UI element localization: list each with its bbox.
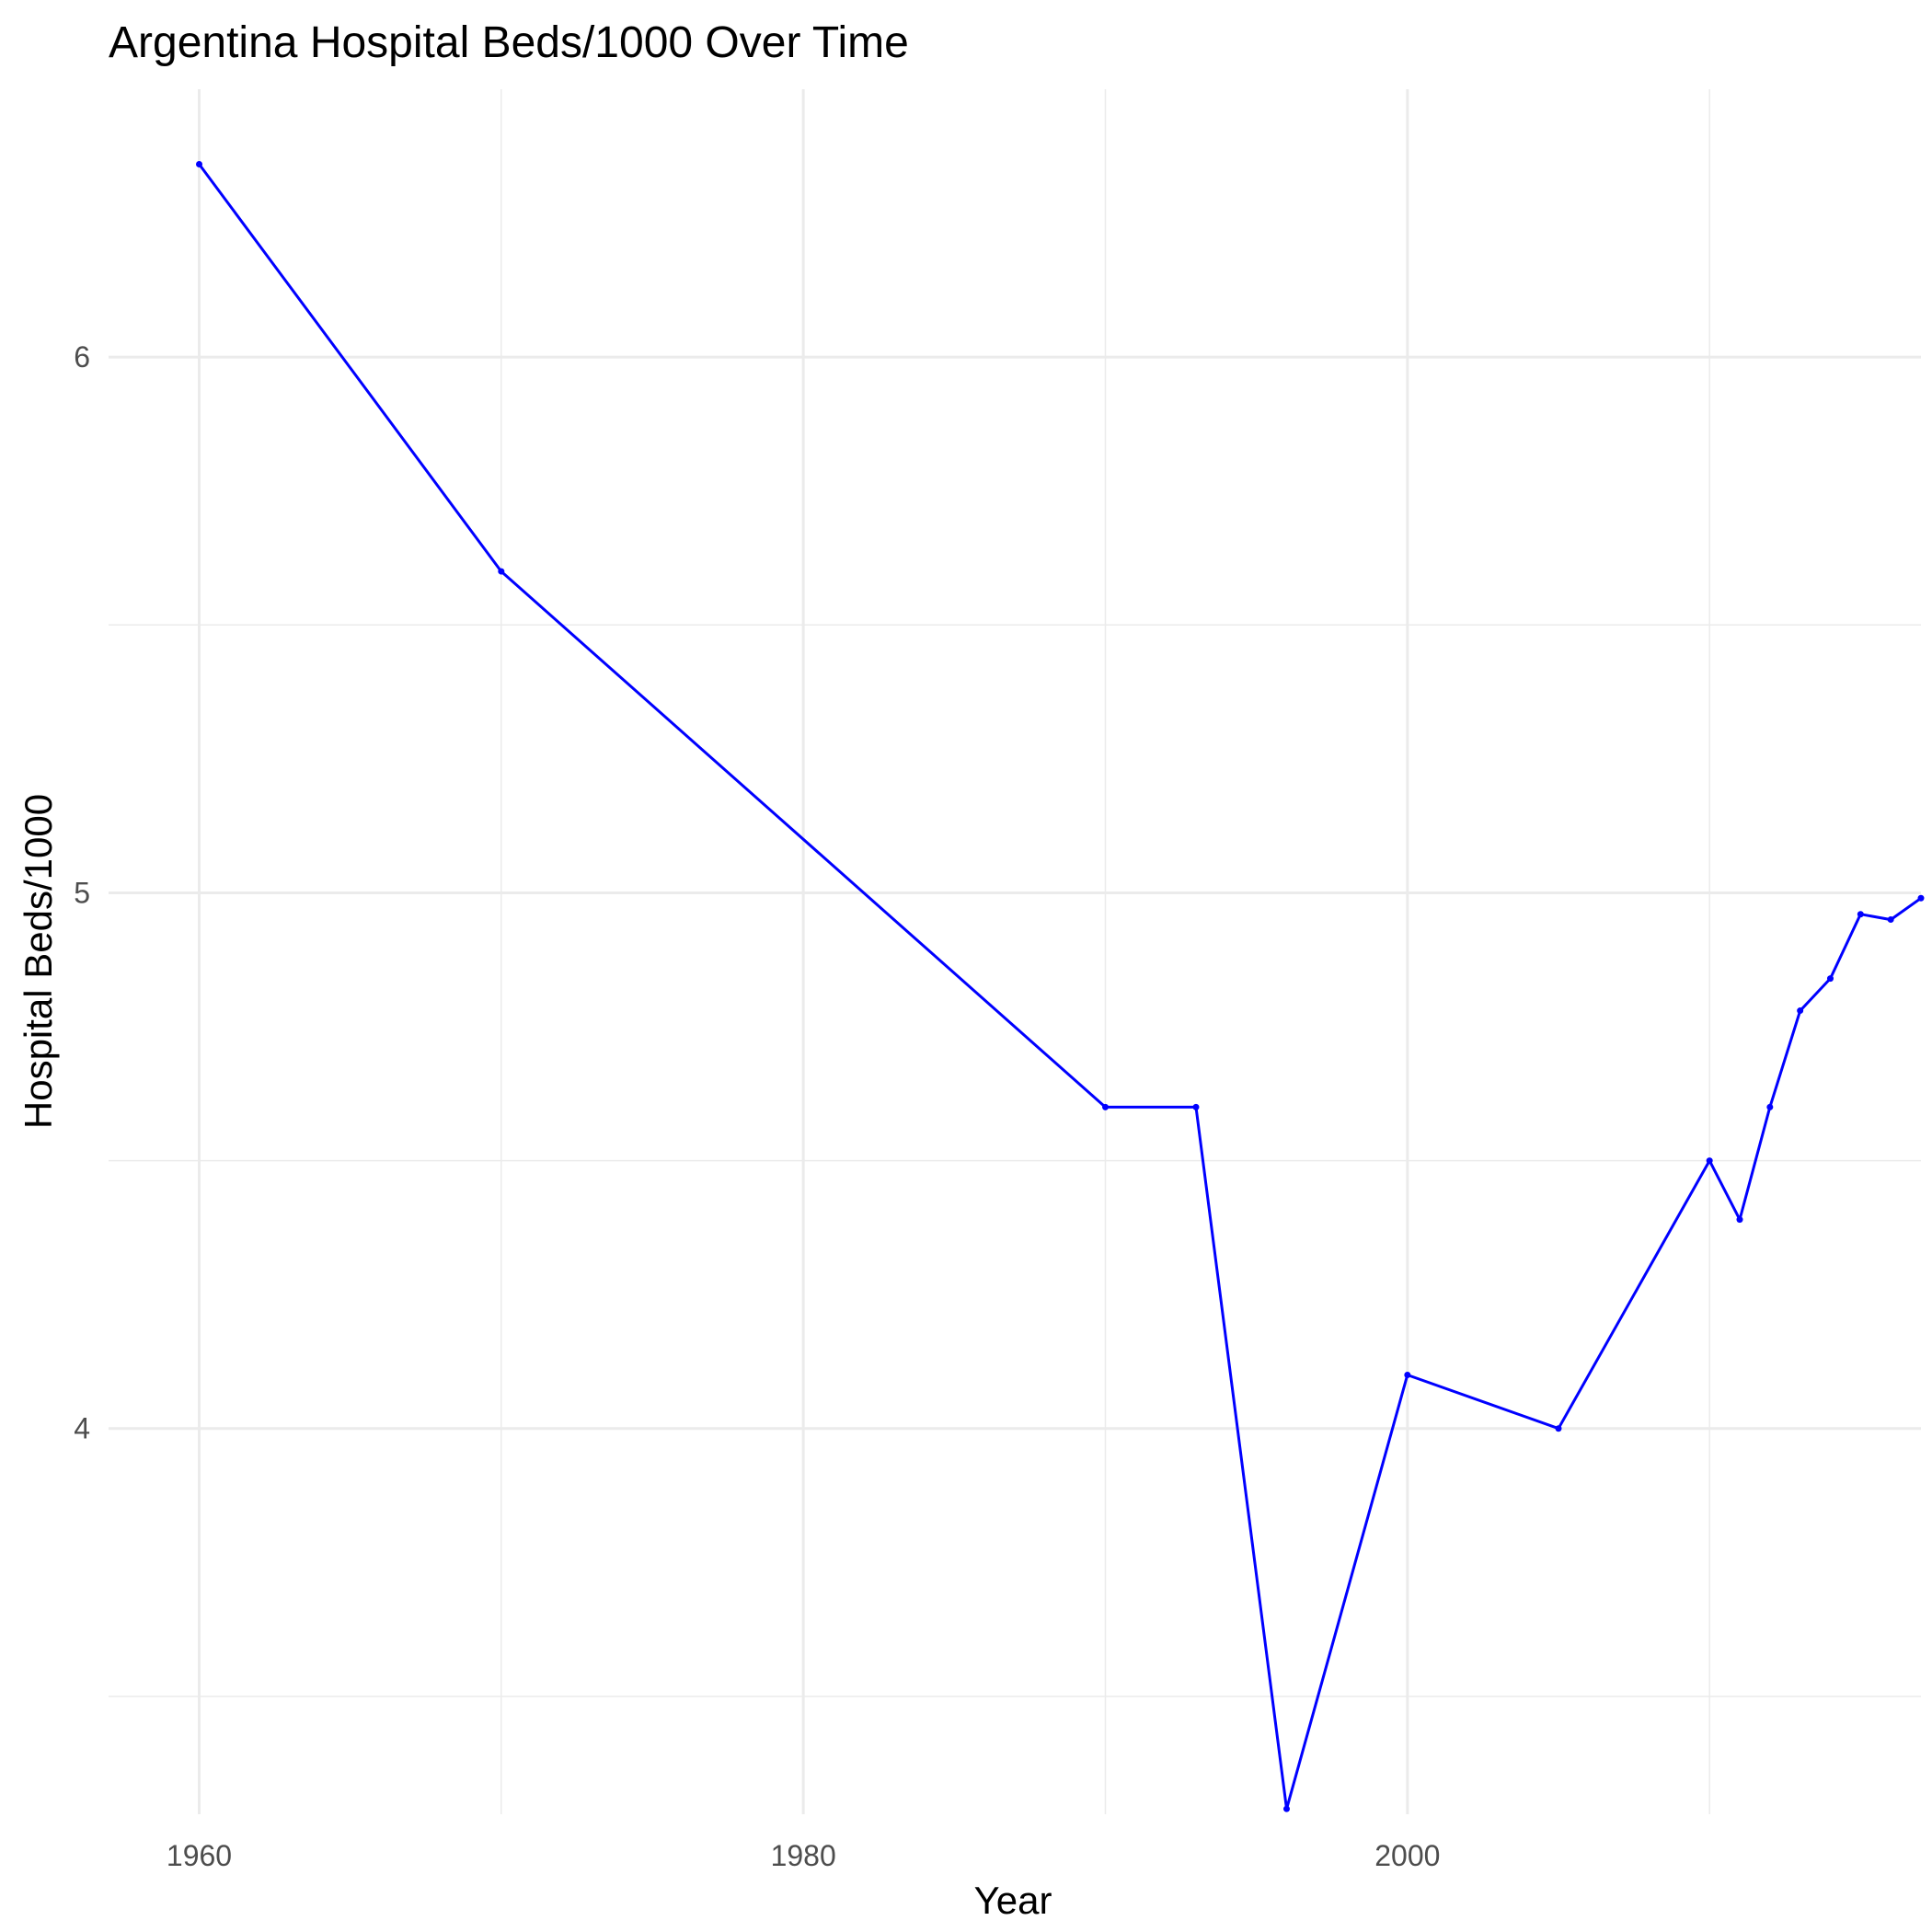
data-point <box>1736 1216 1743 1224</box>
data-point <box>1192 1103 1200 1110</box>
data-point <box>1857 911 1864 918</box>
y-axis-title: Hospital Beds/1000 <box>17 794 60 1129</box>
x-tick-label: 1980 <box>771 1839 836 1872</box>
major-gridlines <box>109 89 1921 1814</box>
x-tick-label: 1960 <box>167 1839 232 1872</box>
data-point <box>1404 1372 1411 1379</box>
y-tick-label: 5 <box>74 876 90 909</box>
data-point <box>1797 1007 1804 1015</box>
series-layer <box>196 161 1925 1812</box>
tick-labels: 1960 1980 2000 4 5 6 <box>74 340 1440 1872</box>
chart-title: Argentina Hospital Beds/1000 Over Time <box>109 18 909 67</box>
data-point <box>1283 1805 1290 1812</box>
data-point <box>1827 975 1834 983</box>
data-point <box>1102 1103 1109 1110</box>
x-tick-label: 2000 <box>1374 1839 1440 1872</box>
data-point <box>498 568 505 575</box>
data-point <box>1917 894 1925 902</box>
minor-gridlines <box>109 89 1921 1814</box>
y-tick-label: 4 <box>74 1412 90 1445</box>
data-point <box>196 161 202 168</box>
data-point <box>1766 1103 1774 1110</box>
series-line <box>198 163 1923 1811</box>
y-tick-label: 6 <box>74 340 90 374</box>
x-axis-title: Year <box>974 1879 1052 1922</box>
data-point <box>1555 1425 1562 1432</box>
data-point <box>1887 916 1894 924</box>
data-point <box>1706 1157 1713 1165</box>
